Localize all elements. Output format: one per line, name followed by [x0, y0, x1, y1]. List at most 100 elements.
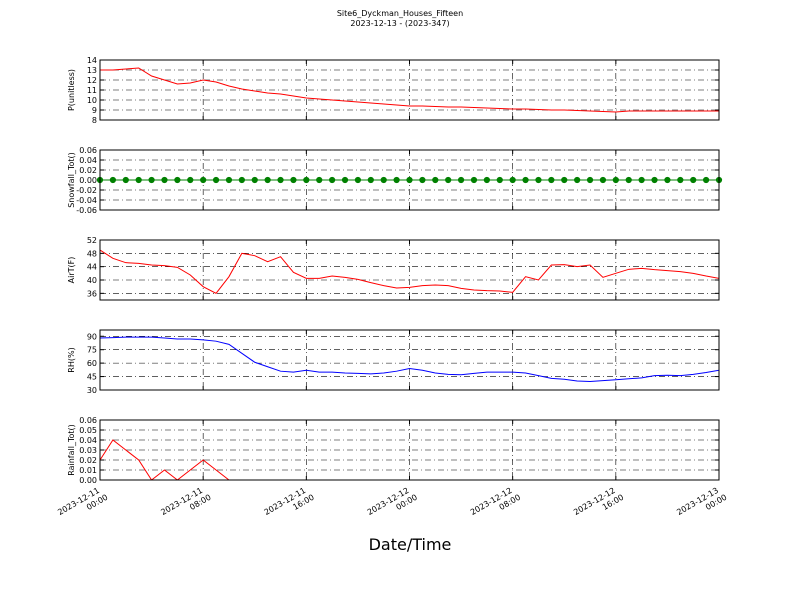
data-point: [329, 176, 336, 184]
data-point: [432, 176, 439, 184]
y-tick-label: 0.06: [79, 416, 97, 425]
x-tick-label: 2023-12-1300:00: [675, 484, 728, 526]
data-point: [470, 176, 478, 184]
data-point: [135, 176, 142, 184]
y-tick-label: -0.04: [76, 196, 97, 205]
data-point: [341, 176, 349, 184]
data-point: [393, 176, 400, 184]
data-point: [522, 176, 529, 184]
y-tick-label: 10: [87, 96, 97, 105]
data-line: [100, 439, 719, 480]
y-axis-label: P(unitless): [67, 69, 76, 111]
x-tick-label: 2023-12-1216:00: [572, 484, 625, 526]
data-point: [367, 176, 374, 184]
data-point: [200, 176, 207, 184]
data-point: [548, 176, 555, 184]
plot-frame: [99, 149, 720, 211]
data-point: [483, 176, 490, 184]
data-point: [264, 176, 271, 184]
y-tick-label: 11: [87, 86, 97, 95]
x-axis-label: Date/Time: [369, 535, 452, 554]
x-tick-label: 2023-12-1100:00: [56, 484, 109, 526]
data-point: [574, 176, 581, 184]
plot-frame: [99, 329, 720, 391]
data-point: [496, 176, 503, 184]
x-tick-label: 2023-12-1108:00: [159, 484, 212, 526]
data-point: [625, 176, 632, 184]
x-tick-label: 2023-12-1208:00: [469, 484, 522, 526]
chart-subtitle: 2023-12-13 - (2023-347): [350, 19, 449, 28]
data-point: [174, 176, 181, 184]
data-point: [509, 176, 516, 184]
y-tick-label: -0.06: [76, 206, 97, 215]
data-point: [612, 176, 619, 184]
y-axis-label: Rainfall_Tot(): [67, 424, 76, 476]
x-tick-label: 2023-12-1116:00: [263, 484, 316, 526]
y-tick-label: 0.01: [79, 466, 97, 475]
data-point: [212, 176, 220, 184]
plot-frame: [99, 59, 720, 121]
y-axis-label: RH(%): [67, 347, 76, 372]
data-point: [445, 176, 452, 184]
data-line: [100, 249, 719, 294]
y-tick-label: 0.00: [79, 476, 97, 485]
y-axis-label: AirT(F): [67, 257, 76, 284]
y-tick-label: 40: [87, 276, 97, 285]
y-tick-label: 75: [87, 346, 97, 355]
y-tick-label: 0.06: [79, 146, 97, 155]
data-point: [148, 176, 155, 184]
y-tick-label: 12: [87, 76, 97, 85]
data-point: [677, 176, 684, 184]
data-point: [703, 176, 710, 184]
data-point: [122, 176, 129, 184]
data-point: [406, 176, 413, 184]
data-point: [419, 176, 426, 184]
data-line: [100, 67, 719, 113]
y-tick-label: 0.04: [79, 436, 97, 445]
y-tick-label: 30: [87, 386, 97, 395]
y-tick-label: 44: [87, 263, 97, 272]
data-point: [599, 176, 607, 184]
y-tick-label: -0.02: [76, 186, 97, 195]
y-tick-label: 90: [87, 332, 97, 341]
data-point: [303, 176, 310, 184]
y-tick-label: 0.02: [79, 456, 97, 465]
y-tick-label: 48: [87, 249, 97, 258]
data-point: [251, 176, 258, 184]
y-tick-label: 13: [87, 66, 97, 75]
data-point: [690, 176, 697, 184]
y-tick-label: 0.00: [79, 176, 97, 185]
y-tick-label: 52: [87, 236, 97, 245]
data-point: [277, 176, 284, 184]
data-point: [290, 176, 297, 184]
data-point: [638, 176, 645, 184]
data-point: [187, 176, 194, 184]
data-point: [238, 176, 245, 184]
data-point: [109, 176, 116, 184]
data-point: [316, 176, 323, 184]
y-tick-label: 0.05: [79, 426, 97, 435]
data-point: [457, 176, 465, 184]
y-tick-label: 0.04: [79, 156, 97, 165]
y-tick-label: 60: [87, 359, 97, 368]
y-axis-label: Snowfall_Tot(): [67, 152, 76, 208]
data-point: [225, 176, 233, 184]
x-tick-label: 2023-12-1200:00: [366, 484, 419, 526]
y-tick-label: 0.03: [79, 446, 97, 455]
y-tick-label: 14: [87, 56, 97, 65]
y-tick-label: 9: [92, 106, 97, 115]
data-point: [651, 176, 658, 184]
data-point: [535, 176, 542, 184]
data-line: [100, 336, 719, 382]
y-tick-label: 0.02: [79, 166, 97, 175]
data-point: [586, 176, 594, 184]
y-tick-label: 8: [92, 116, 97, 125]
data-point: [664, 176, 671, 184]
data-point: [354, 176, 362, 184]
plot-frame: [99, 419, 720, 481]
data-point: [161, 176, 168, 184]
y-tick-label: 45: [87, 373, 97, 382]
data-point: [380, 176, 387, 184]
plot-frame: [99, 239, 720, 301]
